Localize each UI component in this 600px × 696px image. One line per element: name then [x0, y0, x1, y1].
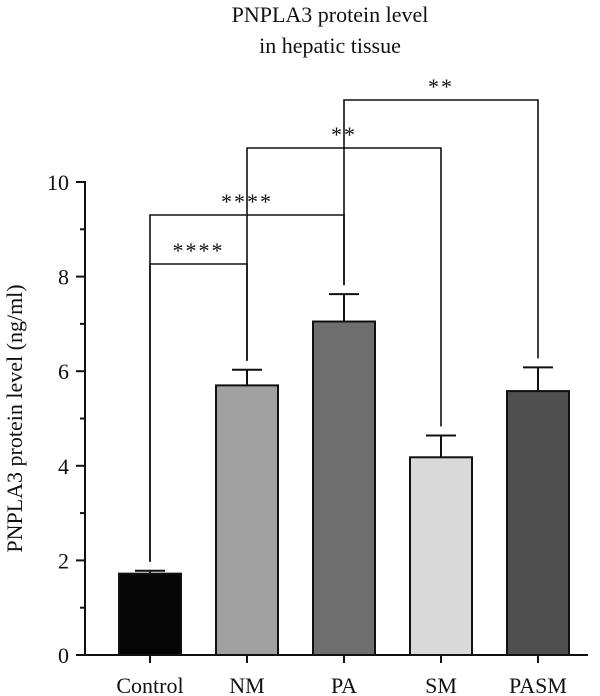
x-tick-label: Control: [116, 673, 183, 696]
significance-bracket: [343, 99, 539, 359]
y-tick-label: 6: [58, 359, 69, 384]
x-tick-label: PA: [331, 673, 357, 696]
y-tick-label: 4: [58, 454, 69, 479]
significance-label: **: [428, 74, 454, 99]
chart-title-line: in hepatic tissue: [259, 33, 401, 58]
bar-sm: [409, 456, 473, 657]
significance-brackets: ************: [149, 74, 539, 562]
bar-nm: [215, 384, 279, 656]
y-axis-label: PNPLA3 protein level (ng/ml): [2, 284, 27, 552]
x-tick-label: PASM: [509, 673, 567, 696]
y-tick-label: 8: [58, 265, 69, 290]
chart-title: PNPLA3 protein level in hepatic tissue: [232, 2, 429, 58]
bar-pasm: [506, 390, 570, 656]
bars: Control NM PA SM PASM: [116, 293, 570, 696]
y-tick-label: 2: [58, 548, 69, 573]
x-tick-label: NM: [229, 673, 264, 696]
significance-label: **: [331, 122, 357, 147]
significance-label: ****: [221, 189, 273, 214]
bar-pa: [312, 320, 376, 656]
significance-label: ****: [173, 238, 225, 263]
x-tick-label: SM: [425, 673, 457, 696]
chart-title-line: PNPLA3 protein level: [232, 2, 429, 27]
y-tick-label: 0: [58, 643, 69, 668]
bar-control: [118, 572, 182, 656]
y-tick-label: 10: [47, 170, 69, 195]
